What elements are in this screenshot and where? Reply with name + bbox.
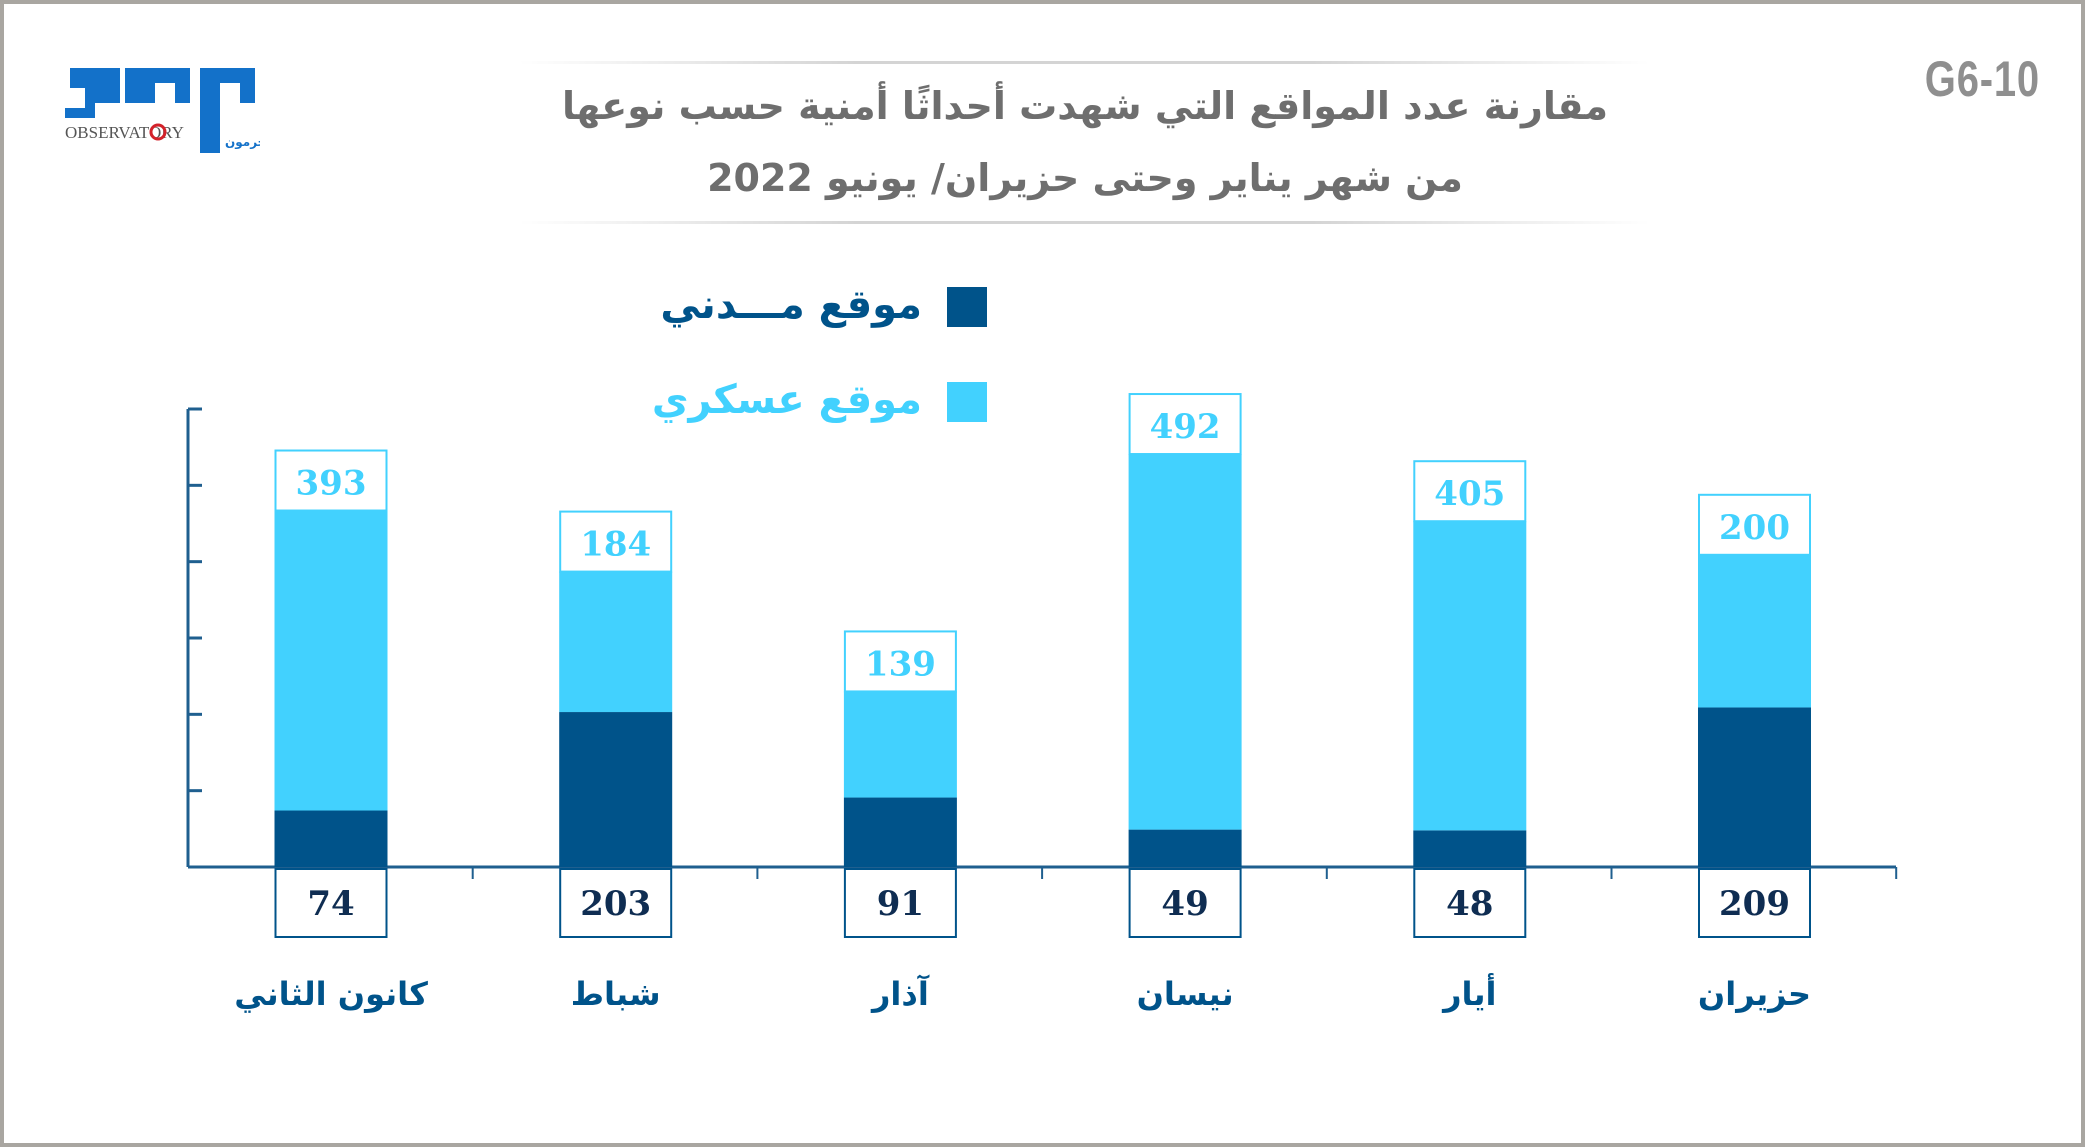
bar-military	[843, 691, 957, 798]
military-label-box	[1698, 493, 1811, 556]
military-label-box	[843, 630, 957, 693]
civil-value-label: 48	[1446, 884, 1493, 924]
svg-text:حرمون: حرمون	[225, 135, 260, 150]
civil-value-label: 49	[1161, 884, 1208, 924]
title-rule-top	[519, 61, 1650, 64]
civil-label-box	[1698, 868, 1811, 938]
civil-value-label: 91	[877, 884, 924, 924]
bar-civil	[559, 712, 673, 867]
civil-value-label: 209	[1719, 884, 1790, 924]
legend-label-civil: موقع مـــدني	[660, 282, 922, 328]
civil-label-box	[843, 868, 957, 938]
bar-civil	[1698, 707, 1811, 867]
bar-military	[1128, 454, 1242, 830]
military-value-label: 139	[865, 644, 936, 684]
civil-label-box	[1413, 868, 1527, 938]
bar-military	[1698, 554, 1811, 708]
civil-label-box	[559, 868, 673, 938]
category-label: أيار	[1441, 973, 1496, 1013]
bar-civil	[1128, 829, 1242, 867]
legend-swatch-civil	[947, 287, 987, 327]
military-label-box	[1413, 460, 1527, 523]
bar-military	[274, 510, 388, 811]
chart-code: G6-10	[1924, 51, 2040, 107]
legend-swatch-military	[947, 382, 987, 422]
category-label: آذار	[870, 974, 930, 1013]
logo: OBSERVATORY حرمون	[65, 68, 260, 153]
category-label: نيسان	[1137, 975, 1234, 1013]
military-value-label: 393	[296, 464, 367, 504]
legend-label-military: موقع عسكري	[651, 377, 922, 423]
category-label: كانون الثاني	[234, 975, 428, 1013]
military-value-label: 200	[1719, 508, 1790, 548]
military-value-label: 405	[1434, 474, 1505, 514]
civil-label-box	[274, 868, 388, 938]
military-value-label: 184	[580, 525, 651, 565]
civil-value-label: 203	[580, 884, 651, 924]
category-label: شباط	[571, 975, 661, 1013]
bar-civil	[274, 810, 388, 867]
civil-label-box	[1128, 868, 1242, 938]
military-value-label: 492	[1150, 407, 1221, 447]
civil-value-label: 74	[307, 884, 354, 924]
military-label-box	[274, 449, 388, 512]
bar-military	[1413, 521, 1527, 831]
chart-title: مقارنة عدد المواقع التي شهدت أحداثًا أمن…	[561, 84, 1609, 128]
chart-subtitle: من شهر يناير وحتى حزيران/ يونيو 2022	[707, 156, 1463, 200]
bar-civil	[843, 797, 957, 867]
military-label-box	[1128, 393, 1242, 456]
category-label: حزيران	[1698, 975, 1811, 1013]
bar-military	[559, 571, 673, 713]
military-label-box	[559, 510, 673, 573]
bar-civil	[1413, 830, 1527, 867]
title-rule-bottom	[519, 221, 1650, 224]
